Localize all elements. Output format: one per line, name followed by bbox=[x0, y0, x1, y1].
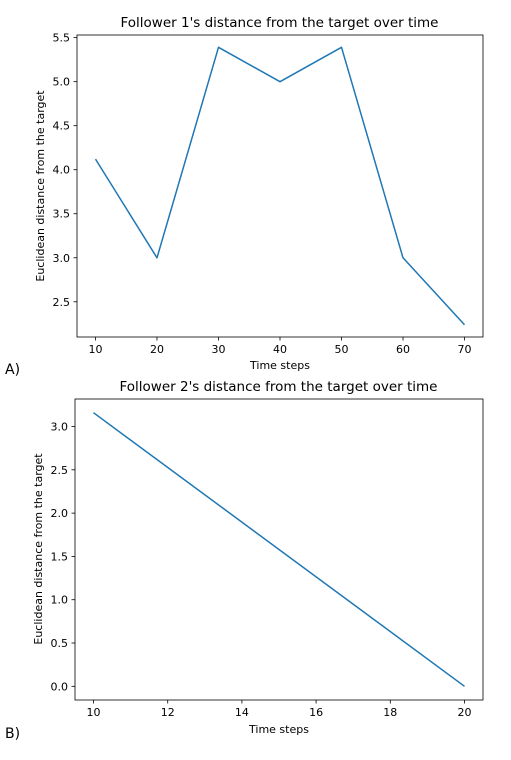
chart-b: Follower 2's distance from the target ov… bbox=[5, 379, 483, 742]
chart-b-x-tick-label: 10 bbox=[87, 706, 101, 719]
chart-a-y-tick-label: 2.5 bbox=[53, 296, 71, 309]
chart-a-panel-label: A) bbox=[5, 362, 20, 378]
chart-a-x-tick-label: 50 bbox=[335, 343, 349, 356]
chart-a-x-tick-label: 30 bbox=[211, 343, 225, 356]
chart-b-y-tick-label: 2.5 bbox=[51, 464, 69, 477]
chart-b-y-ticks: 0.0 0.5 1.0 1.5 2.0 2.5 3.0 bbox=[51, 421, 76, 694]
chart-b-x-axis-label: Time steps bbox=[248, 723, 309, 736]
chart-a-y-tick-label: 4.0 bbox=[53, 164, 71, 177]
chart-b-x-tick-label: 20 bbox=[457, 706, 471, 719]
chart-b-x-tick-label: 12 bbox=[161, 706, 175, 719]
chart-a-x-tick-label: 40 bbox=[273, 343, 287, 356]
chart-a-y-axis-label: Euclidean distance from the target bbox=[34, 90, 47, 282]
chart-a-y-tick-label: 5.5 bbox=[53, 32, 71, 45]
chart-a-y-tick-label: 3.5 bbox=[53, 208, 71, 221]
chart-a-y-tick-label: 3.0 bbox=[53, 252, 71, 265]
chart-a-title: Follower 1's distance from the target ov… bbox=[120, 15, 438, 31]
chart-a-y-tick-label: 4.5 bbox=[53, 120, 71, 133]
chart-b-y-tick-label: 0.0 bbox=[51, 680, 69, 693]
chart-b-y-tick-label: 1.5 bbox=[51, 550, 69, 563]
chart-a-x-ticks: 10 20 30 40 50 60 70 bbox=[88, 337, 471, 356]
chart-b-y-tick-label: 0.5 bbox=[51, 637, 69, 650]
chart-b-series bbox=[94, 413, 465, 687]
chart-b-x-ticks: 10 12 14 16 18 20 bbox=[87, 700, 472, 719]
chart-b-y-tick-label: 1.0 bbox=[51, 594, 69, 607]
chart-b-y-tick-label: 3.0 bbox=[51, 421, 69, 434]
chart-b-panel-label: B) bbox=[5, 726, 20, 742]
chart-a-series bbox=[96, 47, 465, 324]
chart-a-plot-area bbox=[77, 35, 483, 337]
chart-b-x-tick-label: 18 bbox=[383, 706, 397, 719]
chart-b-x-tick-label: 16 bbox=[309, 706, 323, 719]
chart-a-x-tick-label: 60 bbox=[396, 343, 410, 356]
chart-b-y-tick-label: 2.0 bbox=[51, 507, 69, 520]
chart-b-title: Follower 2's distance from the target ov… bbox=[119, 379, 437, 395]
chart-a-y-tick-label: 5.0 bbox=[53, 76, 71, 89]
chart-a-x-tick-label: 10 bbox=[88, 343, 102, 356]
chart-a-series-line bbox=[96, 47, 465, 324]
chart-a-x-tick-label: 20 bbox=[150, 343, 164, 356]
chart-a-y-ticks: 2.5 3.0 3.5 4.0 4.5 5.0 5.5 bbox=[53, 32, 78, 309]
chart-b-x-tick-label: 14 bbox=[235, 706, 249, 719]
chart-a: Follower 1's distance from the target ov… bbox=[5, 15, 483, 378]
chart-a-x-tick-label: 70 bbox=[458, 343, 472, 356]
chart-a-x-axis-label: Time steps bbox=[249, 359, 310, 372]
chart-b-y-axis-label: Euclidean distance from the target bbox=[32, 453, 45, 645]
chart-b-series-line bbox=[94, 413, 465, 687]
